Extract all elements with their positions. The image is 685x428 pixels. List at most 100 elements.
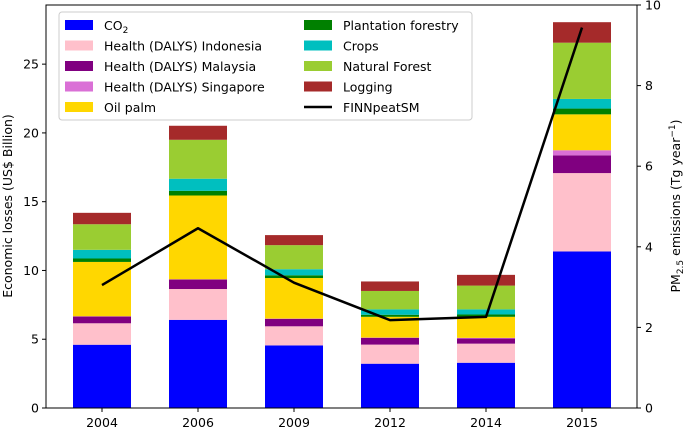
x-axis: 2004 2006 2009 2012 2014 2015 — [86, 408, 598, 428]
y2-axis-label: PM2.5 emissions (Tg year−1) — [668, 119, 685, 292]
legend-label-health-dalys-malaysia: Health (DALYS) Malaysia — [104, 59, 256, 74]
y-tick-label: 25 — [23, 57, 39, 72]
y-tick-label: 15 — [23, 194, 39, 209]
legend-label-co2: CO2 — [104, 18, 128, 36]
bar-segment-logging-2009 — [265, 235, 323, 246]
bar-segment-crops-2014 — [457, 309, 515, 315]
legend-swatch-natural-forest — [304, 61, 332, 71]
bar-segment-oil-palm-2009 — [265, 278, 323, 319]
x-tick-label: 2015 — [566, 415, 598, 428]
bar-segment-health-dalys-malaysia-2009 — [265, 318, 323, 327]
bar-segment-health-dalys-malaysia-2004 — [73, 316, 131, 324]
x-tick-label: 2009 — [278, 415, 310, 428]
y-tick-label: 10 — [23, 263, 39, 278]
y2-tick-label: 2 — [645, 320, 653, 335]
bar-segment-co2-2004 — [73, 344, 131, 408]
bars-layer — [73, 22, 611, 408]
legend-swatch-oil-palm — [65, 102, 93, 112]
bar-segment-health-dalys-malaysia-2015 — [553, 155, 611, 174]
bar-segment-co2-2009 — [265, 345, 323, 408]
bar-segment-plantation-forestry-2012 — [361, 314, 419, 317]
bar-segment-health-dalys-singapore-2015 — [553, 150, 611, 156]
line-finnpeatsm — [101, 27, 584, 322]
legend-swatch-health-dalys-singapore — [65, 81, 93, 92]
bar-segment-health-dalys-indonesia-2006 — [169, 289, 227, 320]
y2-label-sup: −1 — [668, 124, 678, 137]
legend-frame — [58, 11, 473, 121]
bar-segment-health-dalys-indonesia-2015 — [553, 173, 611, 252]
legend-swatch-logging — [304, 81, 332, 92]
bar-segment-crops-2012 — [361, 309, 419, 315]
bar-segment-health-dalys-malaysia-2012 — [361, 337, 419, 345]
y-axis-left: 0 5 10 15 20 25 — [23, 57, 46, 416]
bar-segment-crops-2015 — [553, 98, 611, 109]
x-tick-label: 2012 — [374, 415, 406, 428]
bar-segment-logging-2004 — [73, 212, 131, 225]
y2-tick-label: 8 — [645, 78, 653, 93]
bar-segment-natural-forest-2006 — [169, 139, 227, 179]
legend-label-finnpeatsm: FINNpeatSM — [343, 100, 419, 115]
bar-segment-health-dalys-indonesia-2009 — [265, 326, 323, 346]
y2-tick-label: 0 — [645, 401, 653, 416]
legend-label-plantation-forestry: Plantation forestry — [343, 18, 459, 33]
legend: CO2 Health (DALYS) Indonesia Health (DALYS… — [58, 11, 473, 121]
y2-label-mid: emissions (Tg year — [668, 137, 683, 260]
bar-segment-logging-2012 — [361, 281, 419, 291]
y2-label-sub: 2.5 — [676, 260, 685, 274]
bar-segment-natural-forest-2009 — [265, 245, 323, 270]
y2-label-prefix: PM — [668, 274, 683, 292]
legend-swatch-crops — [304, 40, 332, 51]
bar-segment-crops-2009 — [265, 269, 323, 276]
legend-swatch-health-dalys-malaysia — [65, 61, 93, 71]
x-tick-label: 2004 — [86, 415, 118, 428]
bar-segment-logging-2006 — [169, 125, 227, 140]
bar-segment-oil-palm-2014 — [457, 316, 515, 338]
bar-segment-plantation-forestry-2004 — [73, 258, 131, 262]
y-tick-label: 0 — [31, 401, 39, 416]
legend-swatch-co2 — [65, 20, 93, 30]
bar-segment-co2-2015 — [553, 251, 611, 408]
bar-segment-logging-2015 — [553, 22, 611, 43]
bar-segment-natural-forest-2012 — [361, 290, 419, 310]
bar-segment-oil-palm-2015 — [553, 114, 611, 151]
legend-label-health-dalys-indonesia: Health (DALYS) Indonesia — [104, 39, 262, 54]
legend-swatch-plantation-forestry — [304, 20, 332, 30]
bar-segment-co2-2006 — [169, 319, 227, 408]
bar-segment-health-dalys-malaysia-2014 — [457, 338, 515, 344]
bar-segment-plantation-forestry-2015 — [553, 108, 611, 115]
y2-tick-label: 6 — [645, 159, 653, 174]
legend-label-health-dalys-singapore: Health (DALYS) Singapore — [104, 80, 265, 95]
y2-tick-label: 10 — [645, 0, 661, 13]
bar-segment-oil-palm-2012 — [361, 316, 419, 338]
bar-segment-oil-palm-2006 — [169, 195, 227, 280]
bar-segment-health-dalys-indonesia-2004 — [73, 323, 131, 345]
legend-label-natural-forest: Natural Forest — [343, 59, 432, 74]
bar-segment-oil-palm-2004 — [73, 261, 131, 317]
plot-frame — [45, 4, 638, 409]
bar-segment-plantation-forestry-2009 — [265, 275, 323, 279]
legend-label-logging: Logging — [343, 80, 393, 95]
bar-segment-health-dalys-malaysia-2006 — [169, 279, 227, 290]
y2-label-suffix: ) — [668, 119, 683, 124]
bar-segment-co2-2012 — [361, 363, 419, 408]
bar-segment-natural-forest-2004 — [73, 224, 131, 250]
x-tick-label: 2014 — [470, 415, 502, 428]
bar-segment-plantation-forestry-2006 — [169, 190, 227, 196]
legend-swatch-health-dalys-indonesia — [65, 40, 93, 51]
bar-segment-health-dalys-indonesia-2014 — [457, 343, 515, 363]
bar-segment-crops-2004 — [73, 249, 131, 259]
legend-label-crops: Crops — [343, 39, 379, 54]
x-tick-label: 2006 — [182, 415, 214, 428]
legend-label-oil-palm: Oil palm — [104, 100, 156, 115]
y-tick-label: 20 — [23, 125, 39, 140]
bar-segment-logging-2014 — [457, 274, 515, 286]
y-tick-label: 5 — [31, 332, 39, 347]
bar-segment-natural-forest-2014 — [457, 285, 515, 310]
bar-segment-crops-2006 — [169, 178, 227, 191]
y2-tick-label: 4 — [645, 239, 653, 254]
y-axis-label: Economic losses (US$ Billion) — [0, 114, 15, 298]
bar-segment-health-dalys-indonesia-2012 — [361, 344, 419, 364]
bar-segment-health-dalys-singapore-2014 — [457, 337, 515, 339]
y-axis-right: 0 2 4 6 8 10 — [637, 0, 661, 416]
